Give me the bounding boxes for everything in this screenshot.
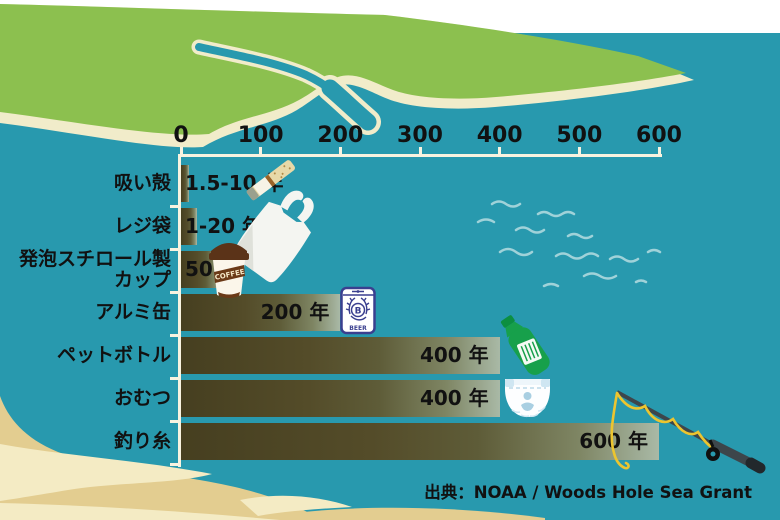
bar [181,208,197,245]
wave-texture [476,200,662,288]
x-axis-tick [577,147,581,155]
x-axis-tick-label: 600 [636,123,682,148]
value-label: 400 年 [419,386,489,410]
x-axis-tick-label: 200 [317,123,364,148]
x-axis-tick [179,147,183,155]
category-label: ペットボトル [56,344,171,367]
value-label: 600 年 [579,429,648,453]
plastic-bag-icon [233,190,314,283]
x-axis-line [178,154,662,157]
x-axis-tick [498,147,502,155]
x-axis-tick-label: 300 [397,123,443,148]
x-axis-tick [657,147,661,155]
x-axis-tick [338,147,342,155]
y-axis-tick [170,248,179,251]
x-axis-tick-label: 500 [556,123,603,148]
bar [181,294,341,331]
category-label: 釣り糸 [113,430,171,453]
y-axis-tick [170,463,179,466]
bar [181,423,659,460]
x-axis-tick [259,147,263,155]
y-axis-line [178,154,181,467]
category-label: 発泡スチロール製 カップ [18,248,171,291]
land-green [0,4,686,135]
source-credit: 出典：NOAA / Woods Hole Sea Grant [424,483,752,502]
bar [181,380,500,417]
y-axis-tick [170,334,179,337]
pet-bottle-icon [500,315,550,375]
river [191,39,381,135]
y-axis-tick [170,291,179,294]
y-axis-tick [170,377,179,380]
beach [0,396,545,520]
category-label: レジ袋 [113,215,171,238]
x-axis-tick-label: 400 [476,123,523,148]
svg-text:BEER: BEER [349,325,367,332]
category-label: アルミ缶 [95,301,171,324]
x-axis-tick-label: 100 [237,123,284,148]
fishing-rod-icon [610,390,766,474]
coffee-cup-icon: COFFEE [209,243,249,298]
category-label: おむつ [113,387,171,410]
x-axis-tick-label: 0 [173,123,189,148]
value-label: 200 年 [260,300,330,324]
diaper-icon [505,379,550,418]
bar [181,165,189,202]
beer-can-icon: B BEER [340,286,376,335]
category-label: 吸い殻 [113,172,171,195]
bar [181,337,500,374]
x-axis-tick [418,147,422,155]
value-label: 400 年 [419,343,489,367]
y-axis-tick [170,420,179,423]
svg-text:B: B [355,307,362,317]
y-axis-tick [170,205,179,208]
cigarette-butt-icon [246,160,295,201]
